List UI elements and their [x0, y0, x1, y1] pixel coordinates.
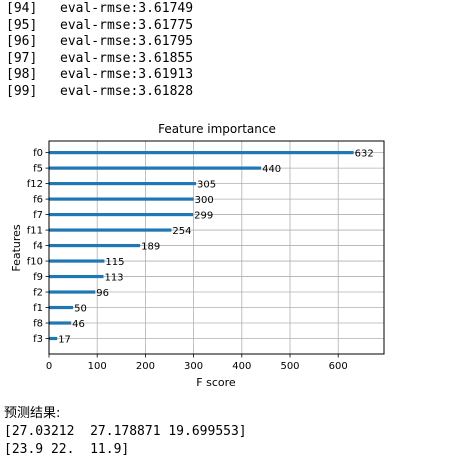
- grid-lines: [48, 141, 384, 354]
- bar-f9: [49, 274, 104, 279]
- bar-f8: [49, 321, 72, 325]
- x-tick-label: 600: [329, 361, 348, 372]
- bar-f3: [49, 336, 58, 341]
- predicted-values: [27.03212 27.178871 19.699553]: [4, 424, 247, 439]
- plot-frame: [48, 140, 385, 355]
- log-metric: eval-rmse:3.61913: [60, 67, 194, 82]
- x-tick-label: 300: [184, 361, 203, 372]
- log-metric: eval-rmse:3.61795: [60, 34, 194, 49]
- bar-value-label: 46: [72, 319, 85, 330]
- y-tick-label: f1: [33, 303, 43, 314]
- bar-value-label: 17: [58, 335, 71, 346]
- y-tick-label: f11: [27, 226, 43, 237]
- y-tick-label: f9: [33, 272, 43, 283]
- log-iteration: [98]: [6, 67, 38, 82]
- bar-f5: [49, 166, 262, 170]
- bar-value-label: 115: [105, 257, 124, 268]
- bar-value-label: 96: [96, 288, 109, 299]
- x-tick-label: 100: [88, 361, 107, 372]
- x-tick-label: 400: [232, 361, 251, 372]
- y-axis-ticks: f0 f5 f12 f6 f7 f11 f4 f10 f9 f2 f1 f8 f3: [27, 148, 49, 345]
- bar-f10: [49, 259, 105, 263]
- y-axis-label: Features: [10, 224, 23, 272]
- y-tick-label: f2: [33, 288, 43, 299]
- x-axis-ticks: 0 100 200 300 400 500 600: [46, 354, 348, 372]
- bar-f6: [49, 197, 194, 201]
- bar-f0: [49, 151, 354, 155]
- y-tick-label: f10: [27, 257, 43, 268]
- log-metric: eval-rmse:3.61749: [60, 1, 194, 16]
- log-metric: eval-rmse:3.61855: [60, 50, 194, 66]
- log-iteration: [99]: [6, 83, 38, 99]
- bar-f2: [49, 290, 96, 294]
- bar-value-label: 300: [195, 195, 214, 206]
- bar-value-label: 632: [355, 149, 374, 160]
- bar-value-label: 189: [141, 242, 160, 253]
- y-tick-label: f12: [27, 179, 43, 190]
- y-tick-label: f6: [33, 195, 43, 206]
- x-tick-label: 200: [136, 361, 155, 372]
- actual-values: [23.9 22. 11.9]: [4, 442, 130, 457]
- y-tick-label: f7: [33, 210, 43, 221]
- bar-value-label: 305: [197, 180, 216, 191]
- y-tick-label: f3: [33, 334, 43, 345]
- y-tick-label: f8: [33, 319, 43, 330]
- bar-f12: [49, 182, 197, 186]
- bar-f1: [49, 305, 74, 310]
- chart-title: Feature importance: [158, 122, 276, 136]
- x-tick-label: 500: [280, 361, 299, 372]
- bar-value-label: 50: [74, 304, 87, 315]
- y-tick-label: f0: [33, 148, 43, 159]
- bar-f4: [49, 243, 141, 248]
- log-metric: eval-rmse:3.61828: [60, 83, 194, 99]
- log-metric: eval-rmse:3.61775: [60, 17, 194, 33]
- result-title: 预测结果:: [4, 406, 61, 421]
- log-iteration: [94]: [6, 1, 38, 16]
- bar-f7: [49, 212, 194, 217]
- bar-value-label: 113: [104, 273, 123, 284]
- log-iteration: [95]: [6, 17, 38, 33]
- bar-value-label: 440: [262, 164, 281, 175]
- x-tick-label: 0: [46, 361, 52, 372]
- log-iteration: [97]: [6, 50, 38, 66]
- bar-f11: [49, 228, 172, 232]
- log-iteration: [96]: [6, 34, 38, 49]
- y-tick-label: f5: [33, 164, 43, 175]
- bar-value-label: 254: [172, 226, 191, 237]
- x-axis-label: F score: [196, 376, 236, 389]
- y-tick-label: f4: [33, 241, 43, 252]
- bar-value-label: 299: [194, 211, 213, 222]
